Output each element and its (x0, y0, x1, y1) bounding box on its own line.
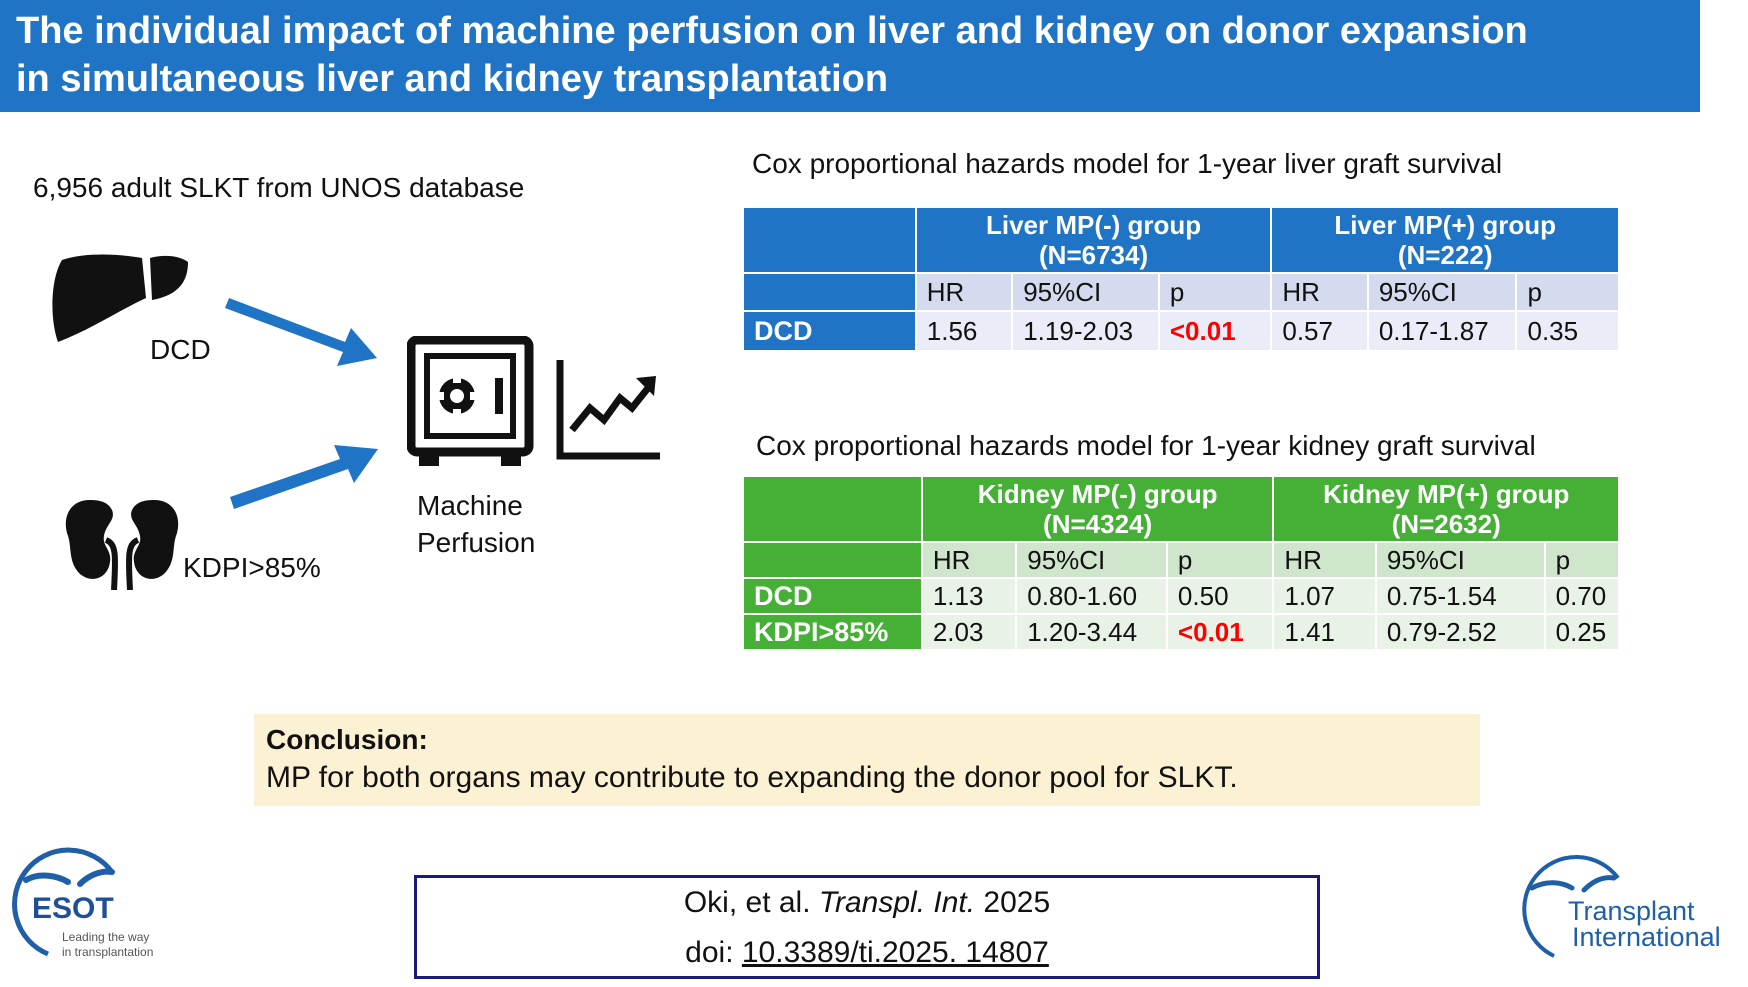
liver-table-title: Cox proportional hazards model for 1-yea… (752, 148, 1503, 179)
doi-link[interactable]: 10.3389/ti.2025. 14807 (741, 936, 1049, 969)
group-header-mp-negative: Liver MP(-) group (N=6734) (916, 208, 1271, 272)
header-corner (744, 208, 915, 272)
column-header-p: p (1545, 543, 1618, 577)
group-name: Liver MP(+) group (1334, 210, 1557, 240)
transplant-international-logo: Transplant International (1518, 848, 1746, 973)
hr-value: 2.03 (922, 615, 1016, 649)
doi-prefix: doi: (685, 936, 742, 969)
subheader-corner (744, 274, 915, 310)
esot-name: ESOT (32, 892, 114, 925)
liver-icon (52, 254, 188, 342)
p-value-significant: <0.01 (1167, 615, 1273, 649)
p-value: 0.50 (1167, 579, 1273, 613)
citation-year: 2025 (975, 886, 1051, 919)
group-n: (N=4324) (1043, 509, 1153, 539)
table-subheader-row: HR 95%CI p HR 95%CI p (744, 543, 1618, 577)
kidney-cox-table: Kidney MP(-) group (N=4324) Kidney MP(+)… (742, 475, 1620, 651)
hr-value: 1.13 (922, 579, 1016, 613)
group-n: (N=6734) (1039, 240, 1149, 270)
column-header-ci: 95%CI (1376, 543, 1544, 577)
safe-icon (407, 336, 534, 466)
group-name: Kidney MP(-) group (977, 479, 1218, 509)
liver-dcd-label: DCD (150, 334, 211, 365)
ci-value: 1.19-2.03 (1013, 312, 1158, 350)
esot-tagline-2: in transplantation (62, 945, 154, 959)
row-label: KDPI>85% (744, 615, 921, 649)
hr-value: 1.56 (916, 312, 1012, 350)
arrow-icon (225, 298, 377, 366)
title-banner: The individual impact of machine perfusi… (0, 0, 1700, 112)
column-header-p: p (1159, 274, 1271, 310)
citation-journal: Transpl. Int. (818, 886, 976, 919)
title-line-1: The individual impact of machine perfusi… (16, 10, 1528, 52)
ci-value: 0.80-1.60 (1017, 579, 1166, 613)
hr-value: 1.07 (1274, 579, 1375, 613)
p-value: 0.70 (1545, 579, 1618, 613)
ci-value: 0.17-1.87 (1368, 312, 1516, 350)
arrow-icon (230, 445, 378, 509)
group-header-mp-positive: Liver MP(+) group (N=222) (1272, 208, 1618, 272)
table-header-row: Kidney MP(-) group (N=4324) Kidney MP(+)… (744, 477, 1618, 541)
subheader-corner (744, 543, 921, 577)
conclusion-heading: Conclusion: (266, 724, 428, 755)
citation-doi-line: doi: 10.3389/ti.2025. 14807 (417, 936, 1317, 970)
conclusion-box: Conclusion: MP for both organs may contr… (254, 714, 1480, 806)
table-header-row: Liver MP(-) group (N=6734) Liver MP(+) g… (744, 208, 1618, 272)
group-name: Kidney MP(+) group (1323, 479, 1570, 509)
citation-authors: Oki, et al. (683, 886, 819, 919)
group-n: (N=2632) (1391, 509, 1501, 539)
column-header-ci: 95%CI (1017, 543, 1166, 577)
trend-up-chart-icon (556, 360, 660, 460)
kidney-table-title: Cox proportional hazards model for 1-yea… (756, 430, 1536, 461)
p-value: 0.35 (1517, 312, 1618, 350)
citation-box: Oki, et al. Transpl. Int. 2025 doi: 10.3… (414, 875, 1320, 979)
column-header-hr: HR (922, 543, 1016, 577)
cohort-text: 6,956 adult SLKT from UNOS database (33, 172, 525, 203)
p-value: 0.25 (1545, 615, 1618, 649)
column-header-ci: 95%CI (1368, 274, 1516, 310)
column-header-hr: HR (1274, 543, 1375, 577)
table-subheader-row: HR 95%CI p HR 95%CI p (744, 274, 1618, 310)
group-name: Liver MP(-) group (985, 210, 1202, 240)
ti-ring-icon (1522, 855, 1620, 958)
esot-tagline-1: Leading the way (62, 930, 150, 944)
column-header-p: p (1517, 274, 1618, 310)
table-row: DCD 1.56 1.19-2.03 <0.01 0.57 0.17-1.87 … (744, 312, 1618, 350)
mp-label-line-2: Perfusion (417, 527, 536, 558)
liver-cox-table: Liver MP(-) group (N=6734) Liver MP(+) g… (742, 206, 1620, 352)
hr-value: 0.57 (1272, 312, 1367, 350)
p-value-significant: <0.01 (1159, 312, 1271, 350)
header-corner (744, 477, 921, 541)
ti-line-2: International (1572, 922, 1721, 952)
ti-line-1: Transplant (1568, 896, 1695, 926)
group-header-mp-negative: Kidney MP(-) group (N=4324) (922, 477, 1273, 541)
title-line-2: in simultaneous liver and kidney transpl… (16, 58, 889, 100)
group-header-mp-positive: Kidney MP(+) group (N=2632) (1274, 477, 1618, 541)
hr-value: 1.41 (1274, 615, 1375, 649)
row-label: DCD (744, 312, 915, 350)
column-header-hr: HR (916, 274, 1012, 310)
conclusion-text: MP for both organs may contribute to exp… (266, 761, 1238, 794)
table-row: KDPI>85% 2.03 1.20-3.44 <0.01 1.41 0.79-… (744, 615, 1618, 649)
ci-value: 0.75-1.54 (1376, 579, 1544, 613)
row-label: DCD (744, 579, 921, 613)
column-header-ci: 95%CI (1013, 274, 1158, 310)
table-row: DCD 1.13 0.80-1.60 0.50 1.07 0.75-1.54 0… (744, 579, 1618, 613)
esot-logo: ESOT Leading the way in transplantation (8, 842, 183, 967)
kidney-icon (65, 500, 179, 590)
kidney-kdpi-label: KDPI>85% (183, 552, 321, 583)
ci-value: 0.79-2.52 (1376, 615, 1544, 649)
ci-value: 1.20-3.44 (1017, 615, 1166, 649)
column-header-hr: HR (1272, 274, 1367, 310)
mp-label-line-1: Machine (417, 490, 523, 521)
group-n: (N=222) (1397, 240, 1493, 270)
esot-ring-icon (12, 847, 115, 957)
column-header-p: p (1167, 543, 1273, 577)
citation-reference: Oki, et al. Transpl. Int. 2025 (417, 886, 1317, 920)
